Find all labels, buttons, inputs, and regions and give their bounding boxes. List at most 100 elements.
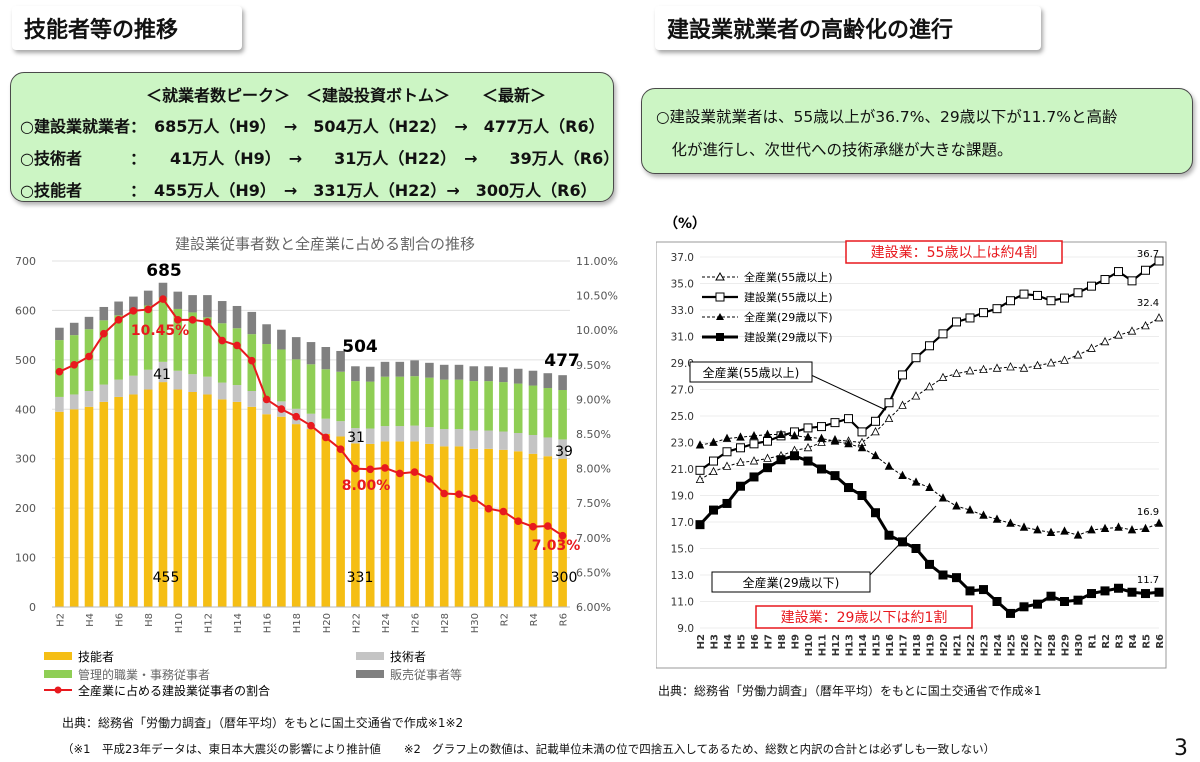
bar-technical-H3 [69, 394, 79, 410]
bar-technical-H23 [365, 428, 375, 444]
callout-top: 建設業：55歳以上は約4割 [845, 240, 1063, 264]
summary-box [10, 72, 614, 202]
left-y2-tick-label: 10.00% [576, 324, 618, 337]
left-y-tick-label: 0 [29, 601, 36, 614]
bar-management-H18 [291, 359, 301, 409]
point-series-3-H5 [736, 481, 745, 491]
bar-management-H21 [336, 371, 345, 422]
point-series-3-H25 [1006, 608, 1015, 618]
left-chart-y2-axis: 6.00% 6.50% 7.00% 7.50% 8.00% 8.50% 9.00% 9.50%… [576, 255, 618, 614]
point-series-2-H20 [938, 493, 948, 502]
point-series-3-H28 [1046, 591, 1056, 601]
bar-sales-H29 [454, 364, 464, 380]
bar-management-H13 [217, 323, 227, 383]
bar-skilled-H16 [262, 414, 271, 607]
ratio-point-H11 [188, 316, 197, 324]
point-series-2-H28 [1046, 527, 1056, 537]
point-series-3-R3 [1114, 583, 1123, 593]
right-x-tick-label: R6 [1155, 634, 1166, 649]
left-chart-ratio-line [55, 295, 567, 540]
point-series-0-H11 [817, 437, 826, 446]
right-x-tick-label: H28 [1047, 634, 1058, 656]
point-series-0-H26 [1019, 363, 1029, 372]
legend-label-sales: 販売従事者等 [390, 667, 462, 682]
bar-skilled-H17 [277, 416, 286, 607]
bar-sales-R2 [499, 367, 508, 383]
right-x-tick-label: H14 [858, 634, 869, 656]
point-series-3-H12 [830, 471, 840, 481]
right-x-tick-label: H7 [764, 634, 775, 649]
ratio-point-H20 [322, 433, 330, 442]
legend-label-all29: 全産業(29歳以下) [744, 310, 833, 324]
point-series-2-H7 [763, 429, 772, 438]
point-series-3-H20 [938, 570, 948, 580]
right-x-tick-label: H8 [777, 634, 788, 649]
legend-label-ratio: 全産業に占める建設業従事者の割合 [78, 683, 270, 698]
pointer-all55-box [689, 361, 813, 383]
ratio-point-H26 [410, 468, 419, 476]
point-series-1-H23 [979, 308, 988, 318]
bar-management-R1 [484, 381, 493, 431]
left-x-tick-label: H10 [174, 613, 185, 633]
left-chart-legend: 技能者 管理的職業・事務従事者 全産業に占める建設業従事者の割合 技術者 販売従… [44, 650, 462, 698]
point-series-0-H18 [911, 391, 921, 400]
point-series-3-H2 [695, 520, 705, 530]
bar-management-H27 [425, 377, 434, 428]
aging-note-line1: ○建設業就業者は、55歳以上が36.7%、29歳以下が11.7%と高齢 [656, 108, 1118, 126]
ratio-point-R2 [499, 507, 508, 516]
bar-skilled-H26 [410, 441, 419, 607]
bar-technical-R6 [558, 439, 567, 459]
right-x-tick-label: H9 [791, 634, 802, 649]
bar-sales-H7 [129, 296, 138, 312]
callout-bottom-text: 建設業：29歳以下は約1割 [781, 609, 948, 626]
bar-sales-H22 [351, 366, 360, 382]
point-series-2-H17 [898, 470, 907, 480]
ratio-point-H13 [218, 336, 226, 345]
left-x-tick-label: R6 [559, 613, 570, 626]
point-series-2-H25 [1006, 518, 1015, 527]
bar-skilled-H28 [439, 446, 449, 607]
point-series-1-H6 [749, 439, 759, 449]
point-series-0-H25 [1006, 362, 1015, 371]
point-series-2-H14 [857, 442, 867, 452]
right-y-tick-label: 23.0 [671, 438, 694, 450]
ratio-point-H28 [440, 489, 449, 498]
ratio-point-H5 [100, 329, 108, 338]
left-x-tick-label: H26 [411, 613, 422, 633]
bar-sales-H5 [99, 306, 109, 321]
legend-marker-ratio [54, 686, 62, 694]
pointer-all29-line [868, 505, 937, 577]
bar-sales-R1 [484, 366, 493, 382]
summary-row-technicians: ○技術者 ： 41万人（H9） → 31万人（H22） → 39万人（R6） [20, 149, 620, 168]
label-total-latest: 477 [544, 351, 580, 371]
bar-skilled-H21 [336, 436, 345, 607]
pointer-all29-box [711, 571, 871, 593]
right-x-tick-label: R2 [1101, 634, 1112, 649]
point-series-0-H24 [992, 363, 1002, 372]
bar-technical-H22 [351, 428, 360, 444]
point-series-3-R5 [1141, 589, 1150, 599]
point-series-0-H3 [709, 466, 718, 476]
callout-bottom-box [755, 605, 973, 629]
bar-management-H23 [365, 381, 375, 429]
left-x-tick-label: H14 [233, 613, 244, 633]
bar-sales-H17 [277, 329, 286, 350]
bar-technical-H25 [395, 426, 405, 442]
legend-swatch-sales [356, 670, 384, 678]
ratio-point-H24 [381, 464, 389, 472]
legend-marker-all29 [716, 313, 724, 320]
bar-skilled-R2 [499, 449, 508, 607]
ratio-point-H2 [55, 367, 64, 376]
point-series-1-H2 [695, 465, 705, 475]
point-series-3-H27 [1033, 599, 1042, 609]
bar-management-H11 [188, 312, 197, 375]
point-series-1-H22 [965, 313, 975, 323]
point-series-1-H14 [857, 427, 867, 437]
right-source-note: 出典：総務省「労働力調査」（暦年平均）をもとに国土交通省で作成※1 [658, 684, 1042, 698]
point-series-2-H24 [992, 514, 1002, 523]
ratio-point-H17 [277, 405, 286, 413]
left-chart-x-axis: H2 H4 H6 H8 H10 H12 H14 H16 H18 H20 H22 H24 H26 H28 H3… [52, 606, 570, 633]
point-series-2-R3 [1114, 522, 1123, 531]
bar-skilled-R5 [543, 456, 553, 607]
bar-skilled-H14 [232, 401, 242, 607]
